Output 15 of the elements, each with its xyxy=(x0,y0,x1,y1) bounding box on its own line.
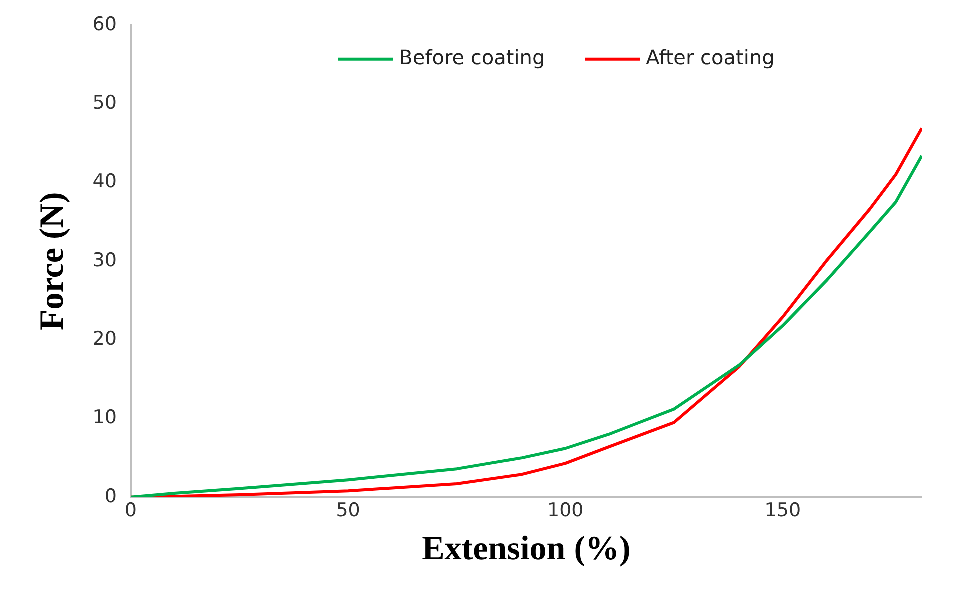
legend-label: After coating xyxy=(646,46,775,70)
x-tick-label: 50 xyxy=(336,500,360,522)
y-tick-label: 20 xyxy=(92,328,117,350)
y-tick-label: 50 xyxy=(92,92,117,114)
y-axis-title: Force (N) xyxy=(34,192,72,330)
x-tick-label: 150 xyxy=(764,500,802,522)
x-axis-title: Extension (%) xyxy=(422,530,631,568)
y-tick-label: 10 xyxy=(92,406,117,429)
x-tick-label: 100 xyxy=(547,500,584,522)
y-tick-label: 0 xyxy=(104,485,117,508)
x-tick-label: 0 xyxy=(124,500,138,522)
y-tick-label: 40 xyxy=(92,170,117,193)
legend-label: Before coating xyxy=(399,46,546,70)
y-tick-label: 30 xyxy=(92,249,117,272)
y-tick-label: 60 xyxy=(92,13,117,36)
